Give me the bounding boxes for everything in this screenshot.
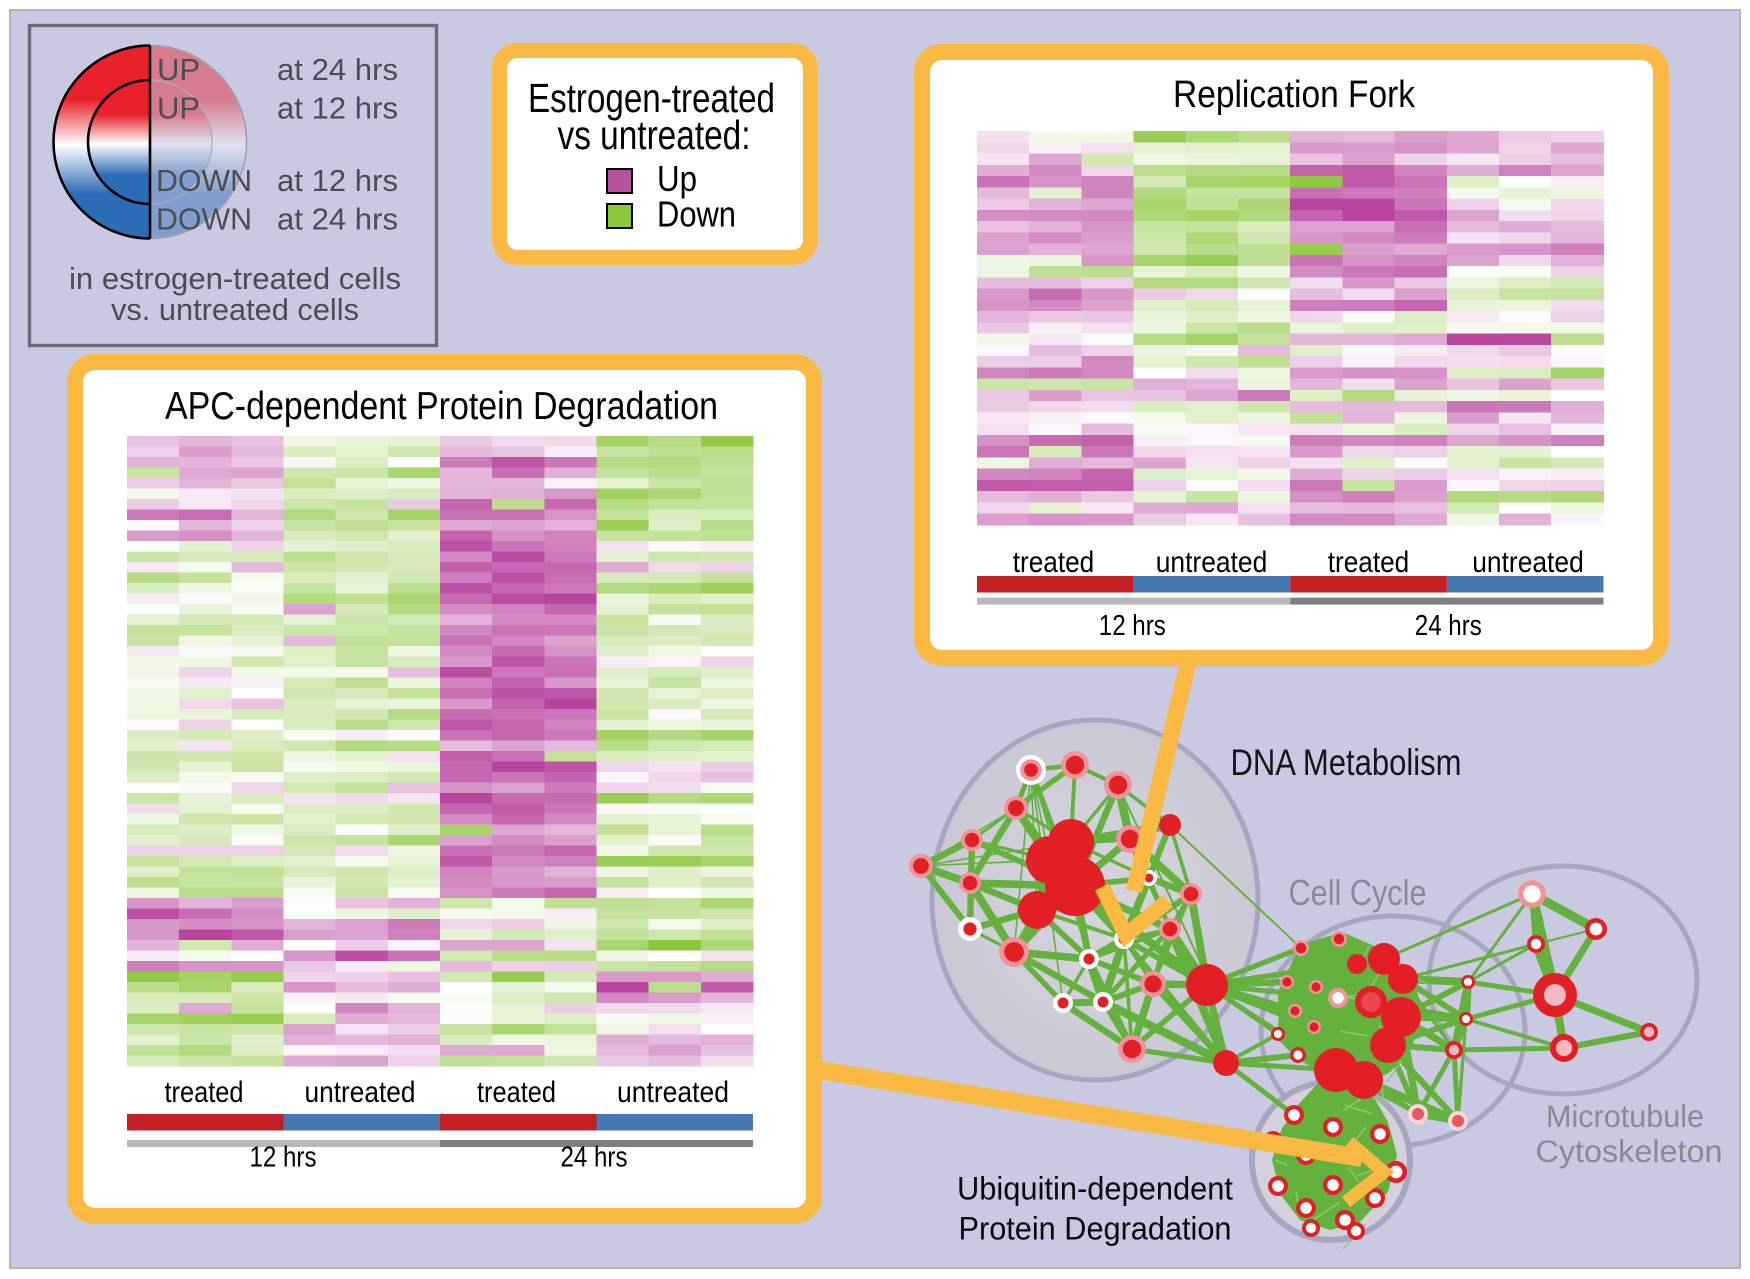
svg-text:DOWN: DOWN xyxy=(156,202,252,237)
svg-text:treated: treated xyxy=(477,1076,556,1109)
svg-text:Down: Down xyxy=(657,194,736,235)
svg-text:UP: UP xyxy=(157,91,200,126)
svg-text:Protein Degradation: Protein Degradation xyxy=(959,1211,1232,1247)
svg-text:untreated: untreated xyxy=(617,1076,729,1109)
svg-text:Up: Up xyxy=(657,158,697,199)
svg-text:Cytoskeleton: Cytoskeleton xyxy=(1536,1133,1723,1169)
svg-text:Replication Fork: Replication Fork xyxy=(1173,74,1416,116)
svg-text:Cell Cycle: Cell Cycle xyxy=(1289,872,1427,913)
svg-text:24 hrs: 24 hrs xyxy=(561,1142,628,1174)
svg-text:24 hrs: 24 hrs xyxy=(1415,610,1482,642)
svg-text:UP: UP xyxy=(157,52,200,87)
svg-text:treated: treated xyxy=(1328,546,1410,579)
svg-text:untreated: untreated xyxy=(1472,546,1584,579)
svg-text:treated: treated xyxy=(1013,546,1095,579)
svg-text:at 24 hrs: at 24 hrs xyxy=(277,52,398,87)
svg-text:untreated: untreated xyxy=(1156,546,1268,579)
svg-text:12 hrs: 12 hrs xyxy=(250,1142,317,1174)
svg-text:Estrogen-treated: Estrogen-treated xyxy=(528,75,775,121)
svg-text:DNA Metabolism: DNA Metabolism xyxy=(1231,742,1462,783)
svg-text:at 12 hrs: at 12 hrs xyxy=(277,163,398,198)
svg-text:treated: treated xyxy=(165,1076,244,1109)
svg-text:vs untreated:: vs untreated: xyxy=(558,112,751,158)
svg-text:Ubiquitin-dependent: Ubiquitin-dependent xyxy=(957,1171,1233,1207)
svg-text:APC-dependent Protein Degradat: APC-dependent Protein Degradation xyxy=(165,385,718,428)
svg-text:in estrogen-treated cells: in estrogen-treated cells xyxy=(69,261,401,296)
svg-text:12 hrs: 12 hrs xyxy=(1099,610,1166,642)
svg-text:at 24 hrs: at 24 hrs xyxy=(277,202,398,237)
svg-text:untreated: untreated xyxy=(305,1076,416,1109)
svg-text:Microtubule: Microtubule xyxy=(1546,1098,1704,1134)
svg-text:at 12 hrs: at 12 hrs xyxy=(277,91,398,126)
svg-text:vs. untreated cells: vs. untreated cells xyxy=(111,292,359,327)
svg-text:DOWN: DOWN xyxy=(156,163,252,198)
